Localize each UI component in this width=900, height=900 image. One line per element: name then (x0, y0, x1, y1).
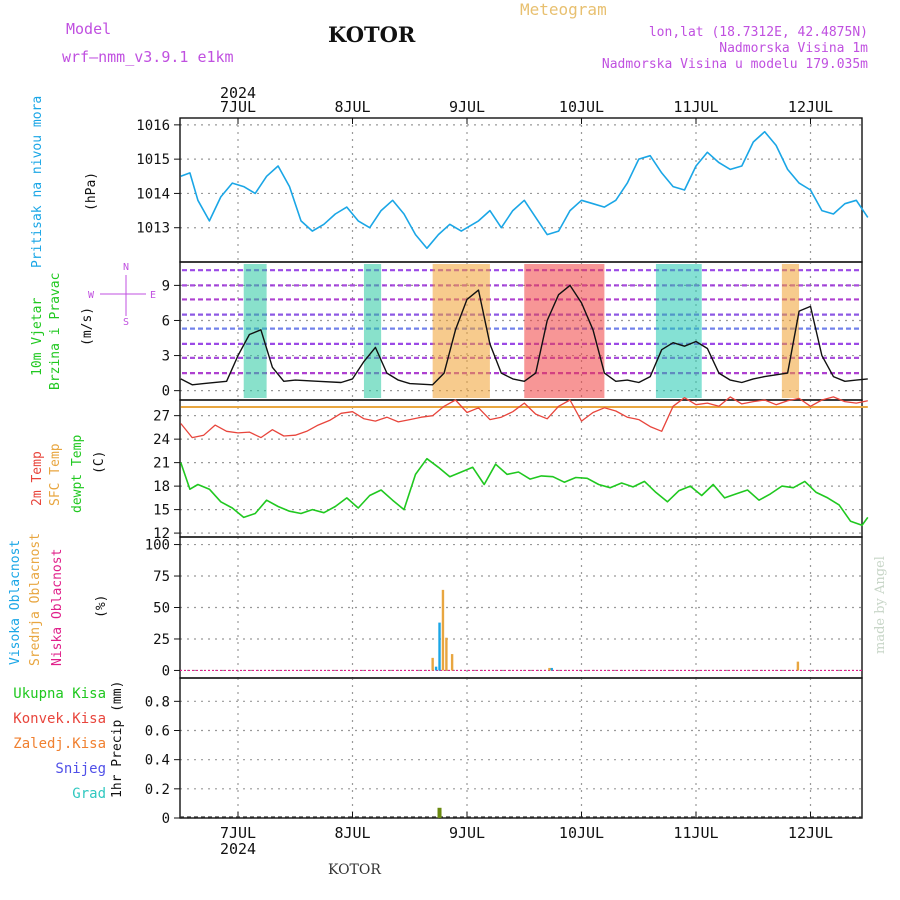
y-tick-label: 1014 (136, 186, 170, 202)
wind-strong-zone (243, 264, 267, 398)
wind-strong-zone (524, 264, 605, 398)
pressure-line (180, 130, 869, 250)
x-tick-label-bottom: 11JUL (673, 824, 718, 842)
model-altitude-label: Nadmorska Visina u modelu 179.035m (601, 57, 868, 72)
x-tick-label-top: 7JUL (220, 98, 256, 116)
dewpoint-line (180, 457, 869, 527)
x-tick-label-bottom: 9JUL (449, 824, 485, 842)
wind-strong-zone (781, 264, 800, 398)
y-tick-label: 12 (153, 526, 170, 542)
y-tick-label: 18 (153, 479, 170, 495)
y-tick-label: 50 (153, 601, 170, 617)
wind-strong-zone (655, 264, 702, 398)
cloud-bar (450, 654, 454, 671)
precip-legend-hail: Grad (72, 786, 106, 802)
cloud-bar (441, 589, 445, 671)
panel-frame (179, 117, 863, 263)
compass-east: E (150, 290, 156, 301)
y-tick-label: 6 (162, 313, 170, 329)
y-tick-label: 100 (145, 538, 170, 554)
y-tick-label: 75 (153, 569, 170, 585)
precip-legend-total: Ukupna Kisa (13, 686, 106, 702)
cloud-bar (796, 661, 800, 671)
x-tick-label-top: 9JUL (449, 98, 485, 116)
year-label-bottom: 2024 (220, 840, 256, 858)
x-tick-label-top: 10JUL (559, 98, 604, 116)
panel-frame (179, 399, 863, 538)
precip-bar (437, 807, 442, 818)
x-tick-label-bottom: 8JUL (334, 824, 370, 842)
y-tick-label: 3 (162, 349, 170, 365)
y-tick-label: 24 (153, 432, 170, 448)
y-tick-label: 9 (162, 278, 170, 294)
y-tick-label: 27 (153, 409, 170, 425)
panel-frame (179, 536, 863, 679)
cloud-bar (438, 622, 441, 671)
precip-legend-convective: Konvek.Kisa (13, 711, 106, 727)
cloud-bar (550, 667, 553, 671)
wind-strong-zone (432, 264, 490, 398)
model-name: wrf–nmm_v3.9.1 e1km (62, 48, 234, 66)
wind-strong-zone (363, 264, 382, 398)
lonlat-label: lon,lat (18.7312E, 42.4875N) (648, 25, 868, 40)
x-tick-label-bottom: 7JUL (220, 824, 256, 842)
cloud-bar (431, 657, 434, 671)
x-tick-label-top: 11JUL (673, 98, 718, 116)
y-tick-label: 0.6 (145, 724, 170, 740)
wind-speed-line (180, 284, 868, 386)
compass-west: W (88, 290, 95, 301)
y-tick-label: 0 (162, 384, 170, 400)
y-tick-label: 0 (162, 663, 170, 679)
cloud-bar (434, 666, 438, 671)
y-tick-label: 1016 (136, 118, 170, 134)
meteogram-title: Meteogram (520, 0, 607, 19)
y-tick-label: 0 (162, 811, 170, 827)
year-label-top: 2024 (220, 84, 256, 102)
cloud-bar (548, 667, 551, 671)
altitude-label: Nadmorska Visina 1m (719, 41, 868, 56)
y-tick-label: 0.8 (145, 694, 170, 710)
x-tick-label-top: 8JUL (334, 98, 370, 116)
panel-frame (179, 677, 863, 819)
precip-legend-snow: Snijeg (55, 761, 106, 777)
x-tick-label-bottom: 10JUL (559, 824, 604, 842)
y-tick-label: 1013 (136, 221, 170, 237)
y-tick-label: 15 (153, 503, 170, 519)
y-tick-label: 21 (153, 456, 170, 472)
x-tick-label-top: 12JUL (788, 98, 833, 116)
model-label: Model (66, 20, 112, 38)
cloud-bar (445, 637, 448, 671)
station-title: KOTOR (328, 22, 416, 47)
y-tick-label: 25 (153, 632, 170, 648)
y-tick-label: 1015 (136, 152, 170, 168)
y-tick-label: 0.4 (145, 753, 170, 769)
y-tick-label: 0.2 (145, 782, 170, 798)
t2m-line (180, 396, 868, 439)
compass-north: N (123, 262, 129, 273)
compass-south: S (123, 317, 129, 328)
precip-legend-freezing: Zaledj.Kisa (13, 736, 106, 752)
footer-station: KOTOR (328, 862, 381, 878)
x-tick-label-bottom: 12JUL (788, 824, 833, 842)
